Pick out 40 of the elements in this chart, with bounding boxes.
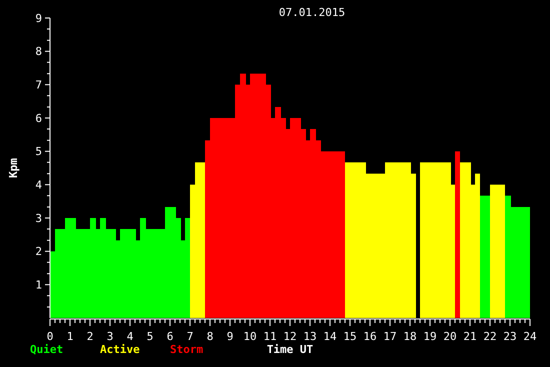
chart-title: 07.01.2015: [278, 6, 346, 19]
x-tick-label: 2: [86, 330, 94, 343]
x-tick-label: 5: [146, 330, 154, 343]
y-tick-label: 9: [35, 12, 42, 25]
x-tick-label: 23: [503, 330, 517, 343]
x-tick-label: 4: [126, 330, 134, 343]
x-tick-label: 20: [443, 330, 457, 343]
x-tick-label: 18: [403, 330, 417, 343]
y-tick-label: 7: [35, 78, 42, 92]
text: Active: [100, 343, 140, 356]
x-tick-label: 1: [66, 330, 74, 343]
x-tick-label: 3: [106, 330, 114, 343]
x-tick-label: 15: [343, 330, 357, 343]
text: Quiet: [30, 343, 64, 356]
x-tick-label: 14: [323, 330, 337, 343]
x-axis-title: Time UT: [266, 343, 314, 356]
x-tick-label: 21: [463, 330, 477, 343]
y-tick-label: 8: [35, 45, 42, 58]
x-tick-label: 11: [263, 330, 277, 343]
y-tick-label: 6: [35, 112, 42, 125]
x-tick-label: 8: [206, 330, 214, 343]
y-tick-label: 5: [35, 145, 42, 158]
y-axis-title: Kpm: [7, 158, 20, 178]
x-tick-label: 24: [523, 330, 537, 343]
x-tick-label: 9: [226, 330, 234, 343]
x-tick-label: 12: [283, 330, 297, 343]
x-tick-label: 0: [46, 330, 54, 343]
x-tick-label: 16: [363, 330, 377, 343]
x-tick-label: 19: [423, 330, 437, 343]
y-tick-label: 3: [35, 212, 42, 225]
y-tick-label: 2: [35, 245, 42, 258]
x-tick-label: 17: [383, 330, 397, 343]
x-tick-label: 13: [303, 330, 317, 343]
y-tick-label: 1: [35, 278, 42, 292]
x-tick-label: 22: [483, 330, 497, 343]
x-tick-label: 6: [166, 330, 174, 343]
y-tick-label: 4: [35, 178, 42, 192]
x-tick-label: 7: [186, 330, 194, 343]
x-tick-label: 10: [243, 330, 257, 343]
text: Storm: [170, 343, 204, 356]
